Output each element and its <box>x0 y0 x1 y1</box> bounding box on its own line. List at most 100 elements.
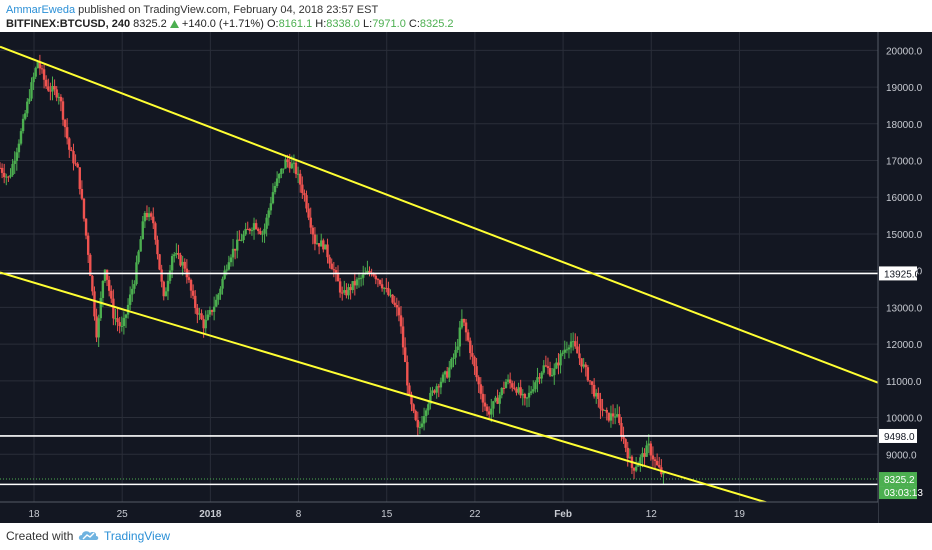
candle-body <box>95 316 98 338</box>
candle-body <box>651 455 655 460</box>
candle-body <box>215 299 218 307</box>
candle-body <box>187 277 191 280</box>
candle-body <box>538 377 541 379</box>
candle-body <box>294 162 298 175</box>
candle-body <box>223 270 226 279</box>
candle-body <box>179 254 182 266</box>
candle-body <box>21 118 25 132</box>
grid <box>0 32 878 502</box>
candle-body <box>343 290 346 293</box>
price-chart[interactable]: 9000.010000.011000.012000.013000.014000.… <box>0 32 932 523</box>
candle-body <box>595 392 598 397</box>
candle-body <box>559 353 562 366</box>
level-price-tag <box>879 266 917 281</box>
candle-body <box>97 318 100 338</box>
price-tick-label: 20000.0 <box>886 46 923 57</box>
candle-body <box>290 163 294 169</box>
candle-body <box>508 379 512 384</box>
time-axis[interactable]: 18 25 2018 8 15 22 Feb 12 19 <box>0 501 878 523</box>
candle-body <box>454 349 457 358</box>
candle-body <box>601 408 604 411</box>
candle-body <box>299 173 302 185</box>
candle-body <box>397 307 401 316</box>
chart-area[interactable]: 9000.010000.011000.012000.013000.014000.… <box>0 32 932 523</box>
price-tick-label: 17000.0 <box>886 157 923 168</box>
candle-body <box>355 279 359 286</box>
candle-body <box>86 235 90 255</box>
price-tick-label: 9000.0 <box>886 450 917 461</box>
candle-body <box>2 172 6 178</box>
candle-body <box>576 346 579 354</box>
candle-body <box>248 229 252 231</box>
price-change: +140.0 (+1.71%) <box>181 18 264 30</box>
candle-body <box>55 89 58 98</box>
close-label: C: <box>408 18 420 30</box>
price-levels <box>0 272 878 486</box>
low-label: L: <box>363 18 373 30</box>
countdown-tag <box>879 486 917 500</box>
candle-body <box>139 239 142 252</box>
time-tick-label: 15 <box>381 509 393 520</box>
candle-body <box>412 404 415 411</box>
candle-body <box>441 374 445 382</box>
candle-body <box>257 228 260 232</box>
candle-body <box>269 203 273 211</box>
candle-body <box>634 466 638 471</box>
candle-body <box>546 366 550 369</box>
candle-body <box>181 261 184 266</box>
candle-body <box>252 223 256 231</box>
candle-body <box>403 347 407 363</box>
candle-body <box>91 275 94 292</box>
candle-body <box>38 61 42 69</box>
candle-body <box>59 96 63 102</box>
time-tick-label: 12 <box>646 509 658 520</box>
candle-body <box>500 387 503 396</box>
candle-body <box>328 257 331 264</box>
author-link[interactable]: AmmarEweda <box>6 4 76 16</box>
candle-body <box>194 295 197 309</box>
open-label: O: <box>266 18 279 30</box>
candle-body <box>466 332 470 341</box>
candle-body <box>89 254 92 276</box>
tradingview-brand[interactable]: TradingView <box>104 529 171 543</box>
candle-body <box>563 349 566 353</box>
candle-body <box>534 382 537 390</box>
candle-body <box>490 408 493 415</box>
candle-body <box>395 305 399 308</box>
candle-body <box>233 248 237 251</box>
price-tick-label: 12000.0 <box>886 340 923 351</box>
level-price-tag <box>879 428 917 443</box>
candle-body <box>580 358 583 367</box>
candle-body <box>536 377 539 383</box>
candle-body <box>542 365 545 373</box>
candle-body <box>118 322 121 327</box>
candle-body <box>592 384 596 397</box>
price-tick-label: 19000.0 <box>886 83 923 94</box>
candle-body <box>548 368 552 376</box>
candle-body <box>227 262 231 270</box>
candle-body <box>584 364 587 368</box>
candle-body <box>368 270 371 273</box>
candle-body <box>653 459 657 461</box>
candle-body <box>529 391 533 393</box>
candle-body <box>152 216 155 224</box>
candle-body <box>72 150 75 164</box>
candle-body <box>301 184 304 194</box>
candle-body <box>366 270 369 274</box>
last-price-label: 8325.2 <box>884 475 915 486</box>
time-axis-bg <box>0 502 878 523</box>
candle-body <box>445 371 449 378</box>
candle-body <box>452 357 455 359</box>
candle-body <box>263 228 266 234</box>
level-price-label: 9498.0 <box>884 432 915 443</box>
candle-body <box>494 397 497 402</box>
candle-body <box>13 160 16 164</box>
candle-body <box>662 472 665 475</box>
candle-body <box>99 297 102 319</box>
candle-body <box>175 253 178 255</box>
price-axis[interactable]: 9000.010000.011000.012000.013000.014000.… <box>877 32 932 523</box>
candle-body <box>198 313 201 315</box>
candle-body <box>578 353 581 359</box>
candle-body <box>605 410 608 413</box>
candle-body <box>385 287 388 289</box>
